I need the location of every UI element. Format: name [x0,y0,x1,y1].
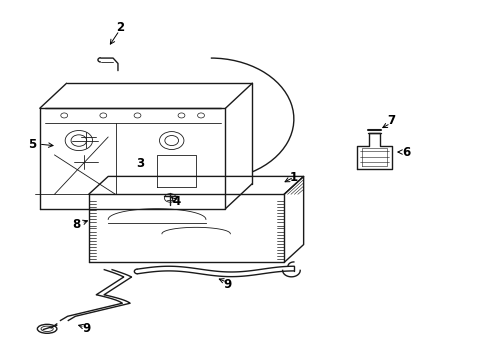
Text: 4: 4 [172,195,181,208]
Text: 9: 9 [82,322,90,335]
Text: 5: 5 [28,138,37,150]
Text: 6: 6 [402,145,410,158]
Text: 9: 9 [224,278,232,291]
Text: 8: 8 [73,218,80,231]
Text: 1: 1 [290,171,298,184]
Text: 3: 3 [136,157,144,170]
Text: 7: 7 [388,114,395,127]
Text: 2: 2 [116,21,124,34]
